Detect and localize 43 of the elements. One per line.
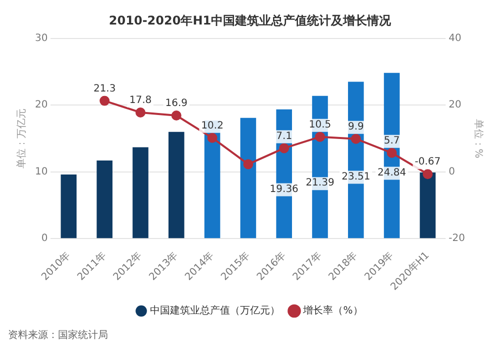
point bbox=[135, 107, 146, 118]
data-label: 10.5 bbox=[308, 119, 332, 130]
bar bbox=[60, 174, 77, 238]
legend-label: 中国建筑业总产值（万亿元） bbox=[150, 304, 280, 317]
data-label: 17.8 bbox=[129, 95, 152, 106]
y2-tick-label: 40 bbox=[448, 32, 462, 44]
point bbox=[350, 134, 361, 144]
bar bbox=[240, 118, 256, 238]
point bbox=[279, 143, 290, 154]
y2-tick-label: 0 bbox=[448, 166, 456, 178]
y-tick-label: 10 bbox=[34, 166, 48, 178]
point bbox=[422, 169, 433, 180]
data-label: 24.84 bbox=[377, 167, 406, 178]
text: 资料来源：国家统计局 bbox=[8, 328, 109, 342]
point bbox=[100, 96, 110, 106]
legend-label: 增长率（%） bbox=[302, 304, 363, 317]
point bbox=[207, 132, 218, 143]
bar bbox=[420, 172, 436, 238]
data-label: 21.39 bbox=[306, 178, 334, 189]
data-label: 23.51 bbox=[342, 171, 370, 182]
data-label: 21.3 bbox=[93, 83, 116, 94]
bar bbox=[132, 147, 148, 238]
bar bbox=[96, 160, 112, 238]
data-label: 19.36 bbox=[270, 184, 298, 195]
data-label: 16.9 bbox=[165, 98, 188, 110]
y-tick-label: 20 bbox=[34, 100, 48, 111]
y-axis-title: 单位：万亿元 bbox=[16, 108, 28, 169]
data-label: 10.2 bbox=[201, 120, 224, 132]
point bbox=[243, 159, 254, 170]
data-label: -0.67 bbox=[414, 156, 441, 168]
y-tick-label: 0 bbox=[41, 233, 48, 244]
data-label: 7.1 bbox=[276, 130, 292, 142]
y-tick-label: 30 bbox=[34, 32, 48, 44]
point bbox=[315, 132, 326, 142]
y2-tick-label: 20 bbox=[448, 100, 462, 111]
y2-axis-title: 单位：% bbox=[472, 118, 484, 158]
data-label: 5.7 bbox=[384, 135, 400, 146]
bar bbox=[168, 132, 184, 238]
y2-tick-label: -20 bbox=[448, 233, 466, 244]
data-label: 9.9 bbox=[348, 121, 364, 132]
chart-title: 2010-2020年H1中国建筑业总产值统计及增长情况 bbox=[108, 13, 392, 28]
point bbox=[171, 110, 182, 120]
point bbox=[386, 148, 397, 158]
